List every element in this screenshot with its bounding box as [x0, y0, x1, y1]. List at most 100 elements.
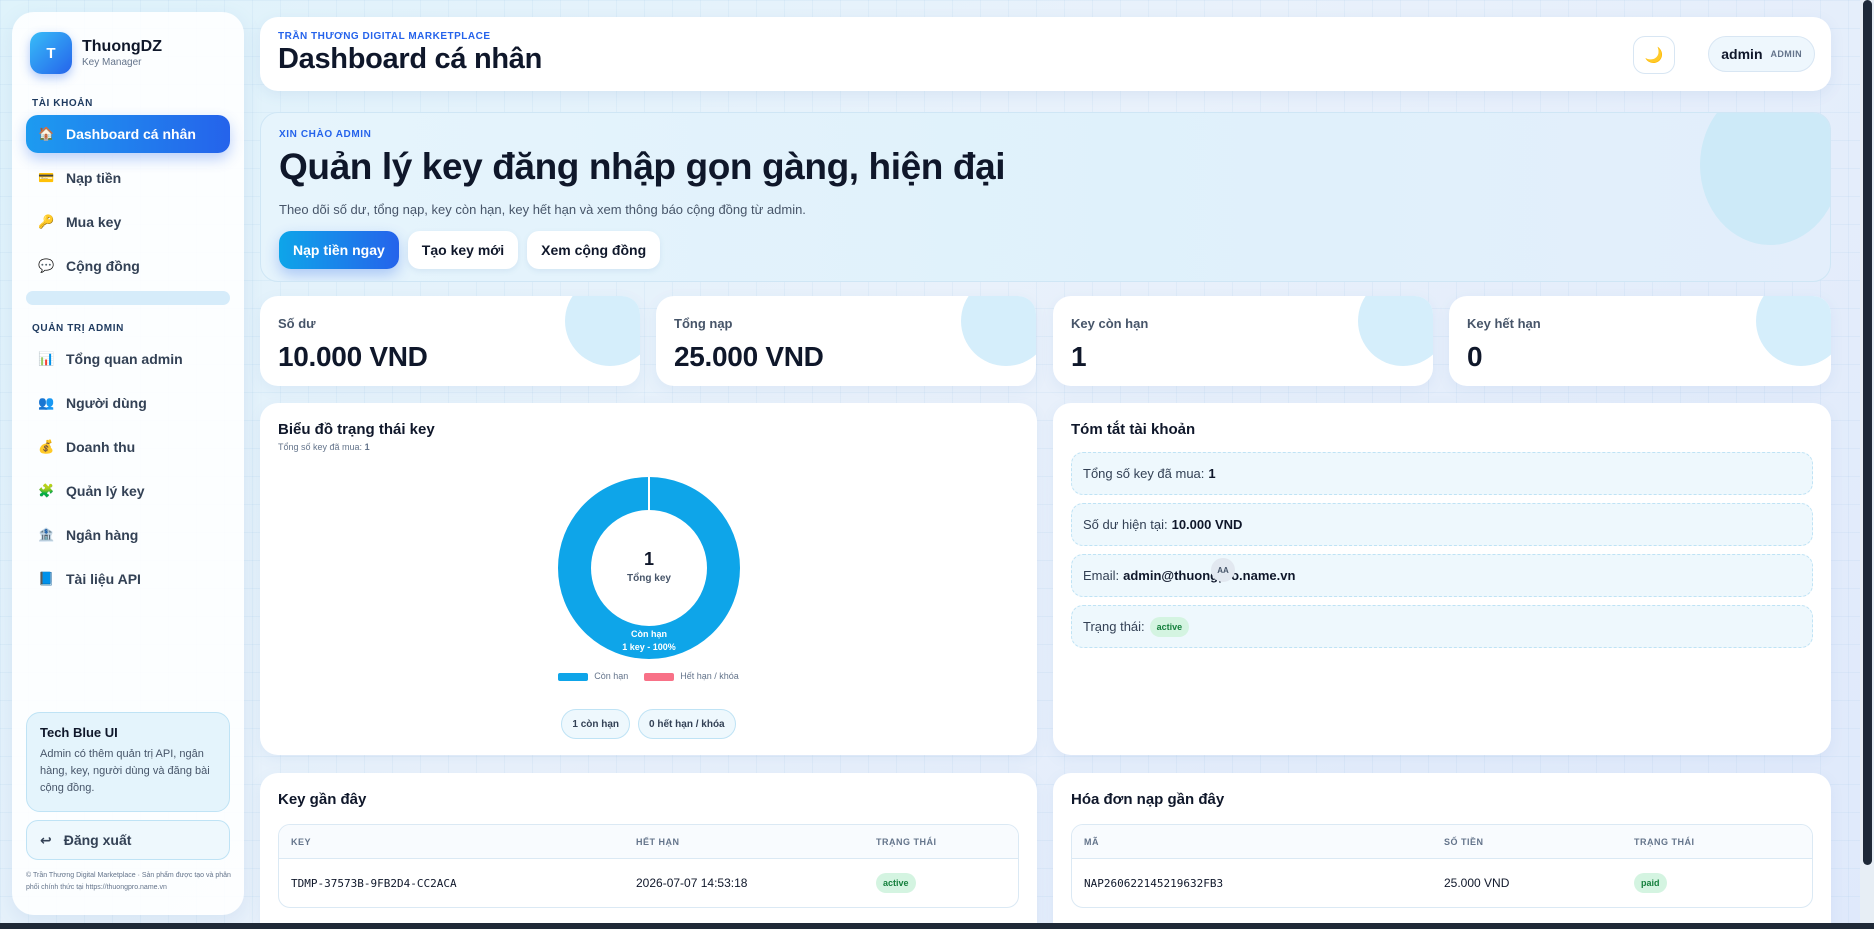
- brand-name: ThuongDZ: [82, 38, 162, 55]
- summary-row-email: Email: admin@thuongpro.name.vn AA: [1071, 554, 1813, 597]
- sidebar-item-key-management[interactable]: 🧩 Quản lý key: [26, 472, 230, 510]
- book-icon: 📘: [38, 571, 55, 586]
- summary-label: Trạng thái:: [1083, 619, 1145, 634]
- page-title: Dashboard cá nhân: [278, 43, 543, 75]
- table-header-row: KEY HẾT HẠN TRẠNG THÁI: [279, 825, 1018, 859]
- key-icon: 🔑: [38, 214, 55, 229]
- summary-value: admin@thuongpro.name.vn: [1123, 568, 1296, 583]
- status-cell: active: [864, 859, 1018, 907]
- chip-text: còn hạn: [580, 718, 620, 730]
- user-menu[interactable]: admin ADMIN: [1708, 36, 1815, 72]
- sidebar-item-label: Doanh thu: [66, 439, 136, 455]
- sidebar-item-label: Ngân hàng: [66, 527, 139, 543]
- sidebar-item-api-docs[interactable]: 📘 Tài liệu API: [26, 560, 230, 598]
- chip-text: hết hạn / khóa: [657, 718, 725, 730]
- tip-title: Tech Blue UI: [40, 725, 118, 740]
- sidebar-item-users[interactable]: 👥 Người dùng: [26, 384, 230, 422]
- chip-active-count: 1 còn hạn: [561, 709, 631, 739]
- summary-value: 1: [1208, 466, 1216, 481]
- page-scrollbar[interactable]: [1860, 0, 1874, 929]
- table-header-row: MÃ SỐ TIỀN TRẠNG THÁI: [1072, 825, 1812, 859]
- summary-value: 10.000 VND: [1171, 517, 1243, 532]
- moon-icon: 🌙: [1644, 47, 1664, 64]
- top-header: TRẦN THƯƠNG DIGITAL MARKETPLACE Dashboar…: [260, 17, 1831, 91]
- brand[interactable]: T ThuongDZ Key Manager: [30, 32, 230, 74]
- summary-label: Số dư hiện tại:: [1083, 517, 1168, 532]
- table-row[interactable]: TDMP-37573B-9FB2D4-CC2ACA 2026-07-07 14:…: [279, 859, 1018, 907]
- deposit-now-button[interactable]: Nạp tiền ngay: [279, 231, 399, 269]
- text-size-badge[interactable]: AA: [1211, 558, 1235, 582]
- sidebar-item-buy-key[interactable]: 🔑 Mua key: [26, 203, 230, 241]
- view-community-button[interactable]: Xem cộng đồng: [527, 231, 661, 269]
- sidebar-item-revenue[interactable]: 💰 Doanh thu: [26, 428, 230, 466]
- stat-value: 25.000 VND: [674, 341, 824, 372]
- stat-label: Key hết hạn: [1467, 316, 1541, 331]
- sidebar-item-label: Cộng đồng: [66, 258, 140, 274]
- stat-label: Tổng nạp: [674, 316, 733, 331]
- stat-label: Số dư: [278, 316, 316, 331]
- theme-toggle-button[interactable]: 🌙: [1633, 36, 1675, 74]
- sidebar-item-label: Mua key: [66, 214, 122, 230]
- key-cell: TDMP-37573B-9FB2D4-CC2ACA: [291, 876, 457, 890]
- chart-legend: Còn hạn Hết hạn / khóa: [260, 671, 1037, 681]
- sidebar: T ThuongDZ Key Manager TÀI KHOẢN 🏠 Dashb…: [12, 12, 244, 915]
- recent-keys-card: Key gần đây KEY HẾT HẠN TRẠNG THÁI TDMP-…: [260, 773, 1037, 929]
- card-title: Hóa đơn nạp gần đây: [1071, 791, 1225, 808]
- section-title-account: TÀI KHOẢN: [32, 98, 93, 109]
- subtitle-value: 1: [364, 442, 370, 452]
- legend-item-expired[interactable]: Hết hạn / khóa: [644, 671, 739, 681]
- home-icon: 🏠: [38, 126, 55, 141]
- column-header: HẾT HẠN: [624, 825, 864, 859]
- puzzle-icon: 🧩: [38, 483, 55, 498]
- scrollbar-thumb[interactable]: [1863, 0, 1872, 865]
- column-header: SỐ TIỀN: [1432, 825, 1622, 859]
- user-name: admin: [1721, 46, 1763, 62]
- logout-button[interactable]: ↩ Đăng xuất: [26, 820, 230, 860]
- money-bag-icon: 💰: [38, 439, 55, 454]
- sidebar-item-admin-overview[interactable]: 📊 Tổng quan admin: [26, 340, 230, 378]
- invoice-code-cell: NAP260622145219632FB3: [1084, 876, 1224, 890]
- section-title-admin: QUẢN TRỊ ADMIN: [32, 323, 124, 334]
- create-key-button[interactable]: Tạo key mới: [407, 231, 519, 269]
- sidebar-item-label: Tài liệu API: [66, 571, 141, 587]
- sidebar-item-label: Nạp tiền: [66, 170, 122, 186]
- sidebar-item-dashboard[interactable]: 🏠 Dashboard cá nhân: [26, 115, 230, 153]
- sidebar-divider: [26, 291, 230, 305]
- column-header: TRẠNG THÁI: [1622, 825, 1812, 859]
- subtitle-label: Tổng số key đã mua:: [278, 442, 363, 452]
- legend-label: Hết hạn / khóa: [680, 671, 739, 681]
- slice-label-name: Còn hạn: [631, 629, 667, 639]
- bottom-edge-bar: [0, 923, 1874, 929]
- donut-svg: 1 Tổng key Còn hạn 1 key - 100%: [557, 476, 740, 659]
- stat-value: 0: [1467, 341, 1483, 372]
- sidebar-item-label: Dashboard cá nhân: [66, 126, 196, 142]
- tip-text: Admin có thêm quản trị API, ngân hàng, k…: [40, 748, 210, 794]
- card-title: Biểu đồ trạng thái key: [278, 421, 435, 438]
- stat-card-balance: Số dư 10.000 VND: [260, 296, 640, 386]
- card-title: Key gần đây: [278, 791, 367, 808]
- hero-description: Theo dõi số dư, tổng nạp, key còn hạn, k…: [279, 202, 806, 217]
- status-badge: paid: [1634, 873, 1667, 893]
- stat-value: 10.000 VND: [278, 341, 428, 372]
- sidebar-item-deposit[interactable]: 💳 Nạp tiền: [26, 159, 230, 197]
- brand-logo: T: [30, 32, 72, 74]
- donut-center-label: Tổng key: [627, 572, 671, 584]
- stat-card-expired-keys: Key hết hạn 0: [1449, 296, 1831, 386]
- table-row[interactable]: NAP260622145219632FB3 25.000 VND paid: [1072, 859, 1812, 907]
- amount-cell: 25.000 VND: [1444, 876, 1510, 890]
- summary-row-status: Trạng thái: active: [1071, 605, 1813, 648]
- legend-item-active[interactable]: Còn hạn: [558, 671, 628, 681]
- slice-label-value: 1 key - 100%: [622, 642, 676, 652]
- sidebar-item-community[interactable]: 💬 Cộng đồng: [26, 247, 230, 285]
- user-role-badge: ADMIN: [1770, 49, 1802, 59]
- bank-icon: 🏦: [38, 527, 55, 542]
- hero-title: Quản lý key đăng nhập gọn gàng, hiện đại: [279, 146, 1006, 187]
- column-header: MÃ: [1072, 825, 1432, 859]
- account-summary-card: Tóm tắt tài khoản Tổng số key đã mua: 1 S…: [1053, 403, 1831, 755]
- recent-invoices-table: MÃ SỐ TIỀN TRẠNG THÁI NAP260622145219632…: [1071, 824, 1813, 908]
- sidebar-item-label: Người dùng: [66, 395, 147, 411]
- summary-row-balance: Số dư hiện tại: 10.000 VND: [1071, 503, 1813, 546]
- recent-invoices-card: Hóa đơn nạp gần đây MÃ SỐ TIỀN TRẠNG THÁ…: [1053, 773, 1831, 929]
- sidebar-item-bank[interactable]: 🏦 Ngân hàng: [26, 516, 230, 554]
- credit-card-icon: 💳: [38, 170, 55, 185]
